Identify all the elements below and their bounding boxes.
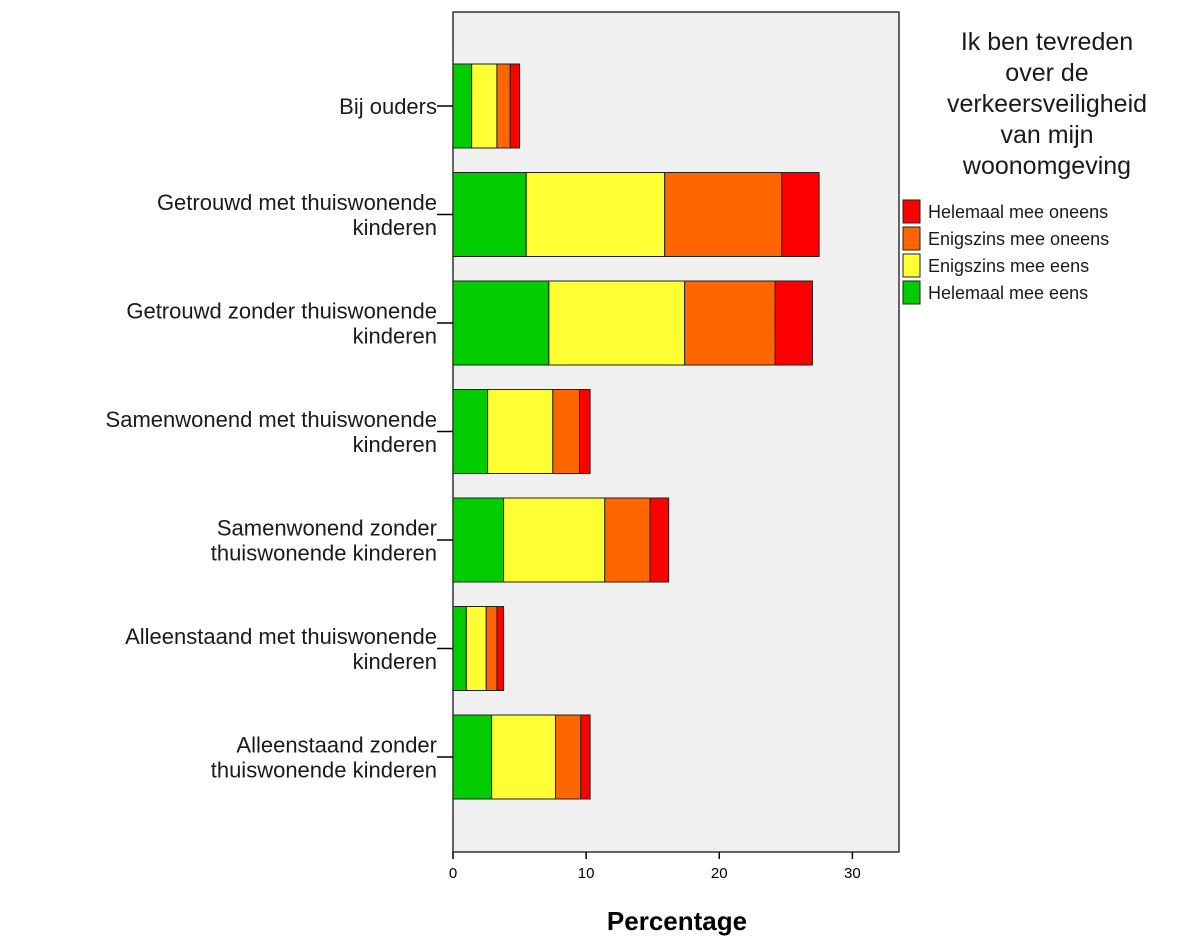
bar-segment — [578, 389, 591, 474]
x-tick-label: 10 — [578, 865, 595, 882]
category-label: thuiswonende kinderen — [211, 758, 437, 783]
x-axis: 0 10 20 30 — [449, 852, 861, 882]
bar-segment — [509, 63, 521, 149]
legend-title: van mijn — [1000, 121, 1093, 149]
category-label: Samenwonend zonder — [217, 516, 437, 541]
bar-segment — [781, 172, 820, 257]
category-label: Samenwonend met thuiswonende — [106, 407, 437, 432]
bar-segment — [649, 497, 670, 583]
bar-segment — [465, 606, 487, 691]
category-label: thuiswonende kinderen — [211, 541, 437, 566]
category-label: Getrouwd met thuiswonende — [157, 190, 437, 215]
category-label: kinderen — [353, 649, 437, 674]
bar-segment — [503, 497, 606, 583]
legend-item-label: Helemaal mee eens — [928, 283, 1088, 303]
category-label: Getrouwd zonder thuiswonende — [126, 299, 437, 324]
x-tick-label: 20 — [711, 865, 728, 882]
category-label: Bij ouders — [339, 94, 437, 119]
legend-swatch — [902, 253, 921, 278]
category-label: kinderen — [353, 215, 437, 240]
legend-title: verkeersveiligheid — [947, 90, 1147, 118]
x-tick-label: 30 — [844, 865, 861, 882]
bar-segment — [580, 714, 591, 800]
bar-segment — [555, 714, 582, 800]
bar-segment — [452, 63, 473, 149]
bar-segment — [491, 714, 557, 800]
legend-title: over de — [1005, 59, 1088, 87]
legend-item-label: Helemaal mee oneens — [928, 202, 1108, 222]
bar-segment — [485, 606, 498, 691]
bar-segment — [452, 280, 550, 366]
bar-segment — [496, 606, 505, 691]
bar-segment — [496, 63, 511, 149]
bar-segment — [452, 606, 467, 691]
bar-segment — [604, 497, 651, 583]
bar-segment — [684, 280, 776, 366]
bars-group — [452, 63, 820, 800]
legend-swatch — [902, 226, 921, 251]
x-axis-title: Percentage — [607, 906, 747, 936]
bar-segment — [552, 389, 580, 474]
legend-swatch — [902, 280, 921, 305]
bar-segment — [452, 172, 527, 257]
bar-segment — [471, 63, 498, 149]
category-label: Alleenstaand met thuiswonende — [125, 624, 437, 649]
category-label: kinderen — [353, 432, 437, 457]
legend-title: woonomgeving — [962, 152, 1131, 180]
category-label: Alleenstaand zonder — [236, 733, 437, 758]
bar-segment — [664, 172, 783, 257]
bar-segment — [452, 714, 493, 800]
bar-segment — [774, 280, 813, 366]
x-tick-label: 0 — [449, 865, 457, 882]
legend-title: Ik ben tevreden — [961, 28, 1133, 56]
bar-segment — [525, 172, 666, 257]
bar-segment — [487, 389, 554, 474]
legend-item-label: Enigszins mee oneens — [928, 229, 1109, 249]
legend: Ik ben tevreden over de verkeersveiligheid… — [902, 28, 1147, 305]
bar-segment — [548, 280, 686, 366]
legend-item-label: Enigszins mee eens — [928, 256, 1089, 276]
bar-segment — [452, 389, 489, 474]
bar-segment — [452, 497, 505, 583]
legend-swatch — [902, 199, 921, 224]
category-label: kinderen — [353, 324, 437, 349]
